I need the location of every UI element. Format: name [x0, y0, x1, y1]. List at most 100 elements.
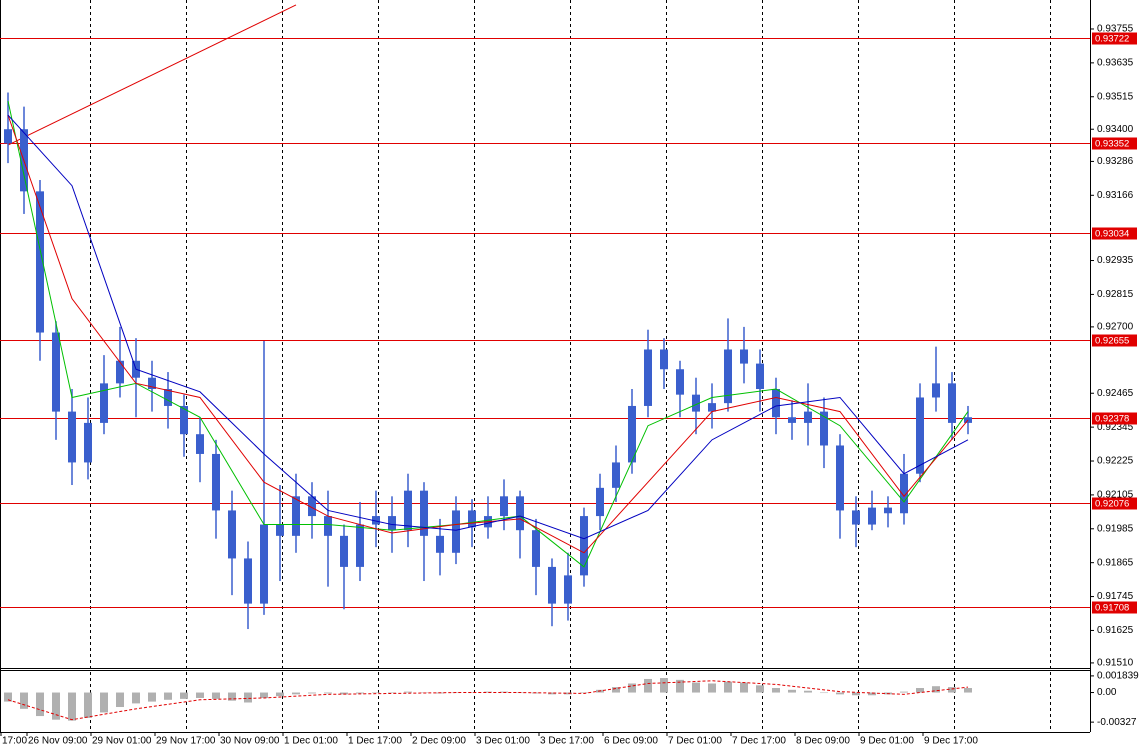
y-tick-label: 0.92105: [1097, 490, 1134, 501]
y-tick-label: 0.92225: [1097, 456, 1134, 467]
osc-bar: [692, 682, 700, 693]
candle-body: [356, 524, 364, 567]
moving-average: [7, 114, 969, 540]
candle-body: [644, 349, 652, 406]
candle-body: [532, 530, 540, 567]
x-tick-label: 7 Dec 01:00: [668, 736, 722, 747]
y-tick-label: 0.91510: [1097, 658, 1134, 669]
osc-bar: [628, 683, 636, 693]
osc-bar: [548, 692, 556, 695]
candle-body: [228, 510, 236, 559]
osc-bar: [20, 692, 28, 709]
x-tick-label: 29 Nov 17:00: [156, 736, 216, 747]
x-tick-label: 30 Nov 09:00: [220, 736, 280, 747]
osc-bar: [676, 679, 684, 693]
osc-bar: [788, 689, 796, 693]
osc-bar: [644, 678, 652, 693]
osc-bar: [276, 692, 284, 697]
y-tick-label: 0.93635: [1097, 58, 1134, 69]
candle-body: [564, 575, 572, 604]
candle-body: [244, 558, 252, 604]
candle-body: [436, 535, 444, 553]
candle-body: [756, 363, 764, 390]
candle-body: [884, 507, 892, 514]
osc-bar: [52, 692, 60, 720]
x-tick-label: 9 Dec 17:00: [924, 736, 978, 747]
osc-bar: [388, 692, 396, 694]
candle-body: [516, 496, 524, 531]
level-label-box: [1092, 497, 1137, 510]
level-label: 0.93722: [1095, 34, 1129, 45]
candle-body: [852, 510, 860, 525]
candle-body: [36, 191, 44, 333]
candle-body: [612, 462, 620, 488]
candle-body: [84, 422, 92, 463]
candle-body: [196, 434, 204, 454]
y-tick-label: 0.93166: [1097, 190, 1134, 201]
candle-body: [68, 411, 76, 463]
candle-body: [932, 383, 940, 398]
osc-bar: [964, 688, 972, 693]
candle-body: [180, 405, 188, 435]
osc-bar: [852, 692, 860, 696]
y-tick-label: 0.93755: [1097, 24, 1134, 35]
osc-bar: [484, 691, 492, 693]
candle-body: [4, 129, 12, 144]
osc-bar: [68, 692, 76, 721]
candle-body: [900, 473, 908, 514]
candle-body: [116, 360, 124, 384]
osc-bar: [148, 692, 156, 702]
osc-bar: [932, 686, 940, 693]
osc-bar: [564, 692, 572, 695]
candle-body: [708, 403, 716, 412]
osc-bar: [708, 683, 716, 693]
osc-bar: [180, 692, 188, 699]
x-tick-label: 6 Dec 09:00: [604, 736, 658, 747]
level-label-box: [1092, 334, 1137, 347]
candle-body: [372, 516, 380, 525]
candle-body: [548, 566, 556, 604]
osc-bar: [4, 692, 12, 702]
osc-bar: [580, 692, 588, 694]
candle-body: [820, 411, 828, 446]
candle-body: [292, 496, 300, 536]
candle-body: [916, 397, 924, 474]
x-tick-label: 9 Dec 01:00: [860, 736, 914, 747]
candle-body: [676, 369, 684, 395]
candle-body: [468, 510, 476, 528]
level-label-box: [1092, 227, 1137, 240]
osc-tick-label: 0.00: [1097, 687, 1117, 698]
y-tick-label: 0.92935: [1097, 255, 1134, 266]
osc-bar: [308, 692, 316, 694]
osc-bar: [900, 691, 908, 693]
osc-signal: [7, 680, 969, 721]
x-tick-label: 7 Dec 17:00: [732, 736, 786, 747]
osc-bar: [100, 692, 108, 713]
moving-average: [7, 114, 969, 554]
y-tick-label: 0.92345: [1097, 422, 1134, 433]
level-label-box: [1092, 32, 1137, 45]
candle-body: [388, 516, 396, 531]
moving-average: [7, 100, 969, 568]
level-label-box: [1092, 601, 1137, 614]
level-label-box: [1092, 412, 1137, 425]
candle-body: [52, 332, 60, 412]
candle-body: [580, 516, 588, 576]
osc-bar: [340, 692, 348, 695]
osc-bar: [372, 692, 380, 694]
level-label: 0.93034: [1095, 229, 1129, 240]
y-tick-label: 0.91985: [1097, 523, 1134, 534]
candle-body: [340, 535, 348, 567]
osc-bar: [324, 692, 332, 694]
candle-body: [628, 405, 636, 463]
candle-body: [308, 496, 316, 517]
osc-bar: [916, 688, 924, 693]
y-tick-label: 0.92815: [1097, 289, 1134, 300]
candle-body: [260, 524, 268, 604]
candle-body: [868, 507, 876, 525]
y-tick-label: 0.93515: [1097, 91, 1134, 102]
osc-bar: [292, 692, 300, 695]
osc-bar: [84, 692, 92, 718]
y-tick-label: 0.91745: [1097, 591, 1134, 602]
osc-bar: [404, 691, 412, 693]
